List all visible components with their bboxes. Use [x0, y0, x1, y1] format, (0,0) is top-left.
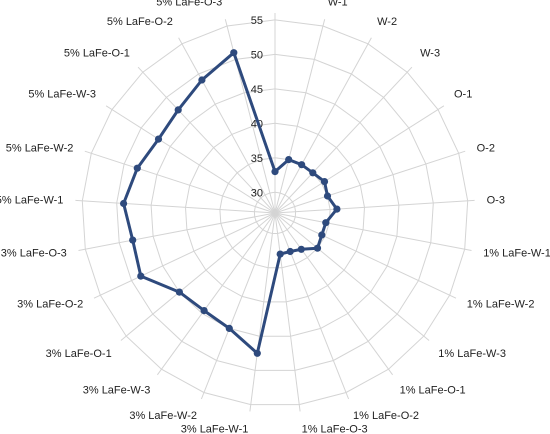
category-label: 1% LaFe-O-3: [302, 423, 368, 434]
grid-spoke: [274, 199, 475, 214]
grid-spoke: [224, 19, 276, 214]
grid-spoke: [274, 105, 445, 214]
category-label: 5% LaFe-O-3: [156, 0, 222, 9]
data-point: [333, 205, 341, 213]
data-point: [313, 244, 322, 252]
data-point: [133, 164, 141, 172]
category-label: 3% LaFe-O-3: [1, 248, 67, 260]
category-label: 1% LaFe-W-1: [483, 248, 550, 260]
data-point: [285, 156, 293, 164]
grid-spoke: [274, 212, 457, 299]
grid-spoke: [274, 150, 466, 214]
grid-spoke: [274, 37, 372, 214]
radial-tick-label: 55: [251, 15, 263, 27]
data-point: [120, 199, 128, 208]
grid-spoke: [274, 212, 472, 251]
grid-ring: [150, 88, 400, 337]
grid-ring: [219, 157, 331, 269]
category-label: W-3: [420, 48, 440, 60]
data-point: [318, 231, 326, 239]
grid: [75, 13, 475, 412]
data-point: [200, 307, 208, 315]
category-label: C: [271, 0, 279, 2]
grid-spoke: [75, 199, 276, 214]
data-point: [174, 106, 182, 114]
data-point: [230, 49, 238, 57]
category-label: 3% LaFe-O-2: [17, 298, 83, 310]
grid-spoke: [274, 212, 301, 412]
grid-ring: [81, 19, 469, 406]
grid-spoke: [274, 212, 430, 341]
category-label: 1% LaFe-W-2: [467, 298, 535, 310]
data-point: [154, 135, 163, 143]
data-point: [320, 178, 329, 186]
category-label: 3% LaFe-O-1: [46, 348, 112, 360]
category-label: 5% LaFe-W-1: [0, 195, 63, 207]
data-point: [175, 288, 183, 296]
category-label: 3% LaFe-W-3: [83, 385, 151, 397]
data-point: [286, 247, 294, 256]
category-label: 3% LaFe-W-2: [129, 410, 197, 422]
data-point: [309, 169, 317, 177]
category-label: W-1: [328, 0, 348, 9]
data-point: [253, 349, 261, 357]
radial-tick-label: 50: [251, 49, 263, 61]
grid-ring: [184, 122, 366, 303]
radial-tick-label: 30: [251, 187, 263, 199]
data-point: [322, 219, 330, 227]
data-point: [271, 168, 279, 176]
category-label: 5% LaFe-W-2: [6, 143, 74, 155]
category-label: 1% LaFe-W-3: [438, 348, 506, 360]
grid-spoke: [120, 212, 276, 341]
data-point: [225, 324, 233, 332]
category-label: W-2: [377, 16, 397, 28]
data-point: [137, 272, 145, 280]
data-point: [298, 161, 306, 169]
grid-spoke: [249, 212, 276, 412]
data-point: [129, 236, 137, 244]
category-label: O-1: [454, 88, 472, 100]
data-point: [198, 76, 206, 84]
grid-spoke: [274, 212, 394, 376]
series-layer: [120, 49, 341, 357]
grid-spoke: [274, 66, 413, 214]
grid-spoke: [84, 150, 276, 214]
grid-spoke: [78, 212, 276, 251]
grid-ring: [116, 53, 434, 371]
category-label: 5% LaFe-O-2: [107, 16, 173, 28]
category-label: 3% LaFe-W-1: [181, 423, 249, 434]
category-label: O-3: [487, 195, 505, 207]
category-label: O-2: [477, 143, 495, 155]
data-point: [276, 250, 284, 258]
grid-spoke: [274, 19, 326, 214]
grid-spoke: [178, 37, 276, 214]
grid-spoke: [93, 212, 276, 299]
category-label: 5% LaFe-W-3: [28, 88, 96, 100]
category-label: 5% LaFe-O-1: [64, 48, 130, 60]
category-label: 1% LaFe-O-2: [353, 410, 419, 422]
grid-ring: [253, 191, 297, 234]
grid-spoke: [105, 105, 276, 214]
grid-spoke: [200, 212, 276, 400]
grid-spoke: [156, 212, 276, 376]
radial-tick-label: 45: [251, 84, 263, 96]
radial-tick-label: 35: [251, 153, 263, 165]
category-label: 1% LaFe-O-1: [400, 385, 466, 397]
data-point: [323, 192, 332, 200]
grid-spoke: [274, 212, 350, 400]
data-point: [297, 245, 305, 253]
grid-spoke: [137, 66, 276, 214]
